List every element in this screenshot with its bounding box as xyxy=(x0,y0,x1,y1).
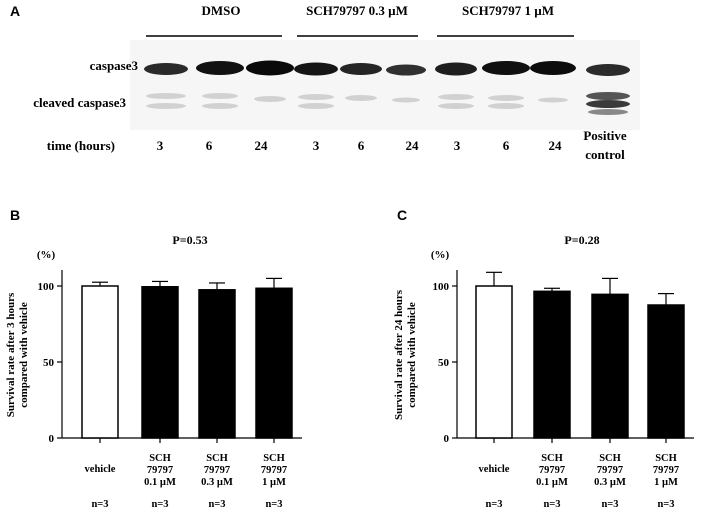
category-label: SCH xyxy=(263,453,285,464)
panel-b: B P=0.53 (%) Survival rate after 3 hours… xyxy=(5,207,302,510)
panel-c-unit: (%) xyxy=(431,249,450,261)
panel-c-pvalue: P=0.28 xyxy=(564,233,599,247)
category-label: SCH xyxy=(541,453,563,464)
panel-b-unit: (%) xyxy=(37,249,56,261)
lane-label: 3 xyxy=(157,138,164,153)
category-label: 79797 xyxy=(204,465,230,476)
category-label: 0.1 µM xyxy=(144,477,176,488)
lane-label: 24 xyxy=(255,138,269,153)
n-label: n=3 xyxy=(151,499,168,510)
category-label: 79797 xyxy=(261,465,287,476)
lane-label: 3 xyxy=(313,138,320,153)
row-label-caspase3: caspase3 xyxy=(90,58,139,73)
n-label: n=3 xyxy=(601,499,618,510)
category-label: 1 µM xyxy=(262,477,286,488)
bar xyxy=(647,304,685,439)
row-label-cleaved-caspase3: cleaved caspase3 xyxy=(33,95,126,110)
category-label: SCH xyxy=(149,453,171,464)
n-label: n=3 xyxy=(91,499,108,510)
panel-c-ylabel-line2: compared with vehicle xyxy=(406,302,418,408)
blot-image xyxy=(130,40,640,130)
bar xyxy=(198,289,236,439)
panel-c-ylabel-line1: Survival rate after 24 hours xyxy=(393,289,405,420)
category-label: 0.1 µM xyxy=(536,477,568,488)
group-label-sch-0-3: SCH79797 0.3 µM xyxy=(306,3,408,18)
n-label: n=3 xyxy=(208,499,225,510)
group-label-sch-1: SCH79797 1 µM xyxy=(462,3,554,18)
panel-a: A DMSO SCH79797 0.3 µM SCH79797 1 µM xyxy=(10,3,640,162)
group-label-dmso: DMSO xyxy=(202,3,241,18)
row-label-time: time (hours) xyxy=(47,138,115,153)
positive-control-line2: control xyxy=(585,147,625,162)
category-label: 0.3 µM xyxy=(594,477,626,488)
bar xyxy=(141,286,179,439)
category-label: SCH xyxy=(655,453,677,464)
category-label: 79797 xyxy=(653,465,679,476)
n-label: n=3 xyxy=(485,499,502,510)
y-tick-label: 0 xyxy=(444,433,450,445)
bar xyxy=(81,285,119,439)
y-tick-label: 100 xyxy=(38,281,55,293)
panel-c: C P=0.28 (%) Survival rate after 24 hour… xyxy=(393,207,694,510)
n-label: n=3 xyxy=(543,499,560,510)
n-label: n=3 xyxy=(265,499,282,510)
category-label: 79797 xyxy=(597,465,623,476)
panel-b-ylabel-line2: compared with vehicle xyxy=(18,302,30,408)
panel-b-letter: B xyxy=(10,207,20,223)
lane-label: 24 xyxy=(549,138,563,153)
lane-label: 24 xyxy=(406,138,420,153)
panel-c-ylabel: Survival rate after 24 hours compared wi… xyxy=(393,289,418,420)
panel-c-letter: C xyxy=(397,207,407,223)
y-tick-label: 50 xyxy=(43,357,55,369)
category-label: vehicle xyxy=(479,464,510,475)
category-label: 0.3 µM xyxy=(201,477,233,488)
category-label: 79797 xyxy=(147,465,173,476)
category-label: 79797 xyxy=(539,465,565,476)
y-tick-label: 0 xyxy=(49,433,55,445)
positive-control-line1: Positive xyxy=(583,128,627,143)
bar xyxy=(255,287,293,439)
lane-label: 3 xyxy=(454,138,461,153)
n-label: n=3 xyxy=(657,499,674,510)
panel-a-letter: A xyxy=(10,3,20,19)
category-label: 1 µM xyxy=(654,477,678,488)
panel-b-ylabel-line1: Survival rate after 3 hours xyxy=(5,292,17,417)
y-tick-label: 100 xyxy=(433,281,450,293)
category-label: SCH xyxy=(599,453,621,464)
bar xyxy=(591,293,629,439)
bar xyxy=(533,290,571,439)
lane-label: 6 xyxy=(358,138,365,153)
category-label: SCH xyxy=(206,453,228,464)
lane-label: 6 xyxy=(206,138,213,153)
category-label: vehicle xyxy=(85,464,116,475)
panel-b-pvalue: P=0.53 xyxy=(172,233,207,247)
lane-label: 6 xyxy=(503,138,510,153)
y-tick-label: 50 xyxy=(438,357,450,369)
bar xyxy=(475,285,513,439)
lane-labels: 3 6 24 3 6 24 3 6 24 xyxy=(157,138,562,153)
panel-b-ylabel: Survival rate after 3 hours compared wit… xyxy=(5,292,30,417)
